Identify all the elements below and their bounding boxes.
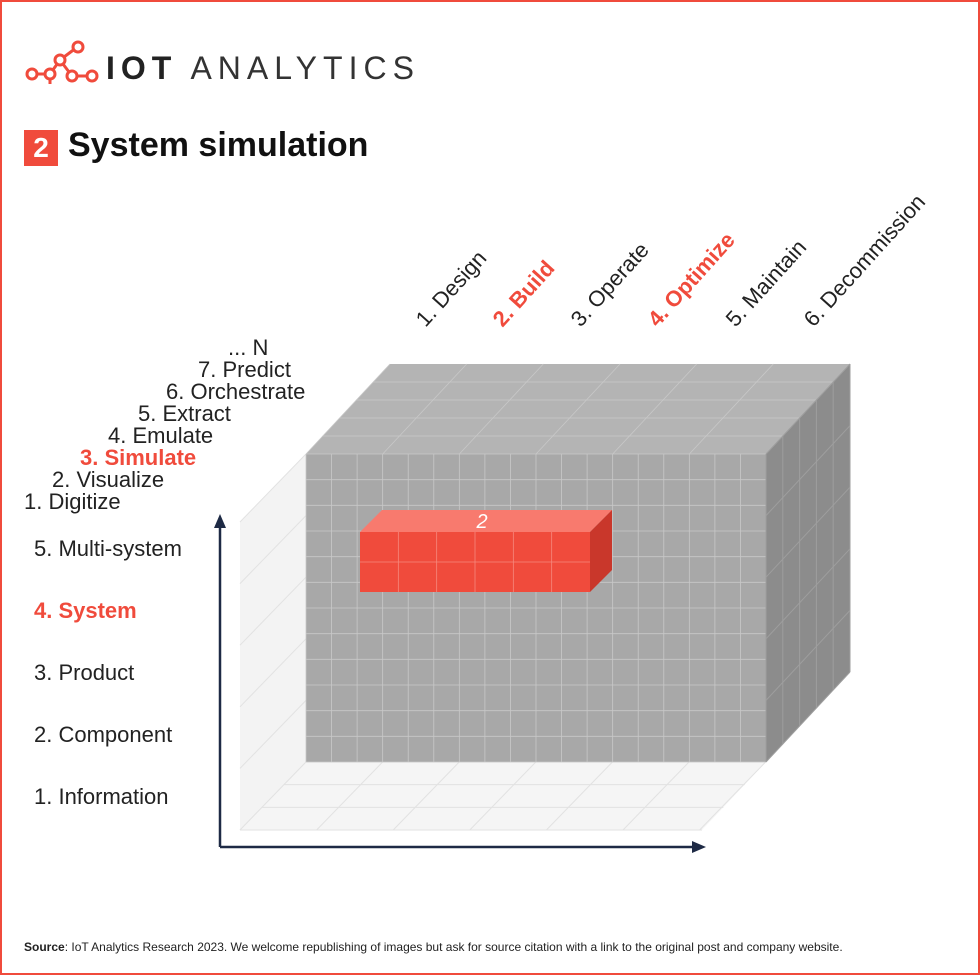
cube-grid-line	[765, 363, 851, 455]
ghost-grid-line	[469, 761, 537, 831]
capability-label: ... N	[228, 335, 269, 360]
cube-grid-line	[765, 486, 851, 578]
cube-grid-line	[382, 363, 467, 455]
cube-side-face	[766, 364, 850, 762]
hierarchy-label: 4. System	[34, 598, 137, 623]
ghost-grid-line	[239, 761, 307, 831]
ghost-grid-line	[239, 453, 307, 523]
capability-label: 3. Simulate	[80, 445, 197, 470]
highlight-block-side	[590, 510, 612, 592]
capability-label: 1. Digitize	[24, 489, 121, 514]
ghost-grid-line	[316, 761, 383, 831]
source-text: : IoT Analytics Research 2023. We welcom…	[64, 940, 843, 954]
cube-grid-line	[459, 363, 544, 455]
hierarchy-label: 2. Component	[34, 722, 173, 747]
ghost-grid-line	[622, 761, 690, 831]
ghost-left-face	[240, 454, 306, 830]
hierarchy-label: 5. Multi-system	[34, 536, 182, 561]
capability-label: 5. Extract	[138, 401, 231, 426]
hierarchy-label: 1. Information	[34, 784, 169, 809]
capability-label: 6. Orchestrate	[166, 379, 306, 404]
capability-label: 4. Emulate	[108, 423, 214, 448]
source-note: Source: IoT Analytics Research 2023. We …	[24, 940, 843, 954]
cube-grid-line	[612, 363, 697, 455]
highlight-block-top	[360, 510, 612, 532]
cube-grid-line	[535, 363, 621, 455]
ghost-grid-line	[239, 515, 307, 584]
iot-network-logo-icon	[25, 40, 99, 84]
brand-name-light: ANALYTICS	[190, 50, 420, 86]
cube-grid-line	[689, 363, 774, 455]
ghost-grid-line	[546, 761, 613, 831]
hierarchy-label: 3. Product	[34, 660, 135, 685]
vertical-axis-arrow-icon	[214, 514, 226, 528]
capability-label: 2. Visualize	[52, 467, 165, 492]
source-prefix: Source	[24, 940, 65, 954]
ghost-grid-line	[239, 700, 307, 769]
page-title: System simulation	[68, 126, 369, 164]
cube-grid-line	[765, 610, 851, 701]
cube-grid-line	[305, 363, 391, 455]
title-number-badge: 2	[24, 130, 58, 166]
ghost-grid-line	[392, 761, 460, 831]
cube-diagram: 2	[214, 363, 851, 853]
highlight-block-label: 2	[475, 511, 487, 533]
capability-label: 7. Predict	[198, 357, 291, 382]
brand-name-bold: IOT	[106, 50, 178, 86]
cube-grid-line	[765, 548, 851, 640]
ghost-grid-line	[239, 576, 307, 646]
brand-name: IOT ANALYTICS	[106, 50, 420, 87]
cube-grid-line	[765, 425, 851, 516]
horizontal-axis-arrow-icon	[692, 841, 706, 853]
ghost-grid-line	[239, 638, 307, 708]
cube-grid-line	[765, 671, 851, 763]
ghost-grid-line	[699, 761, 766, 831]
